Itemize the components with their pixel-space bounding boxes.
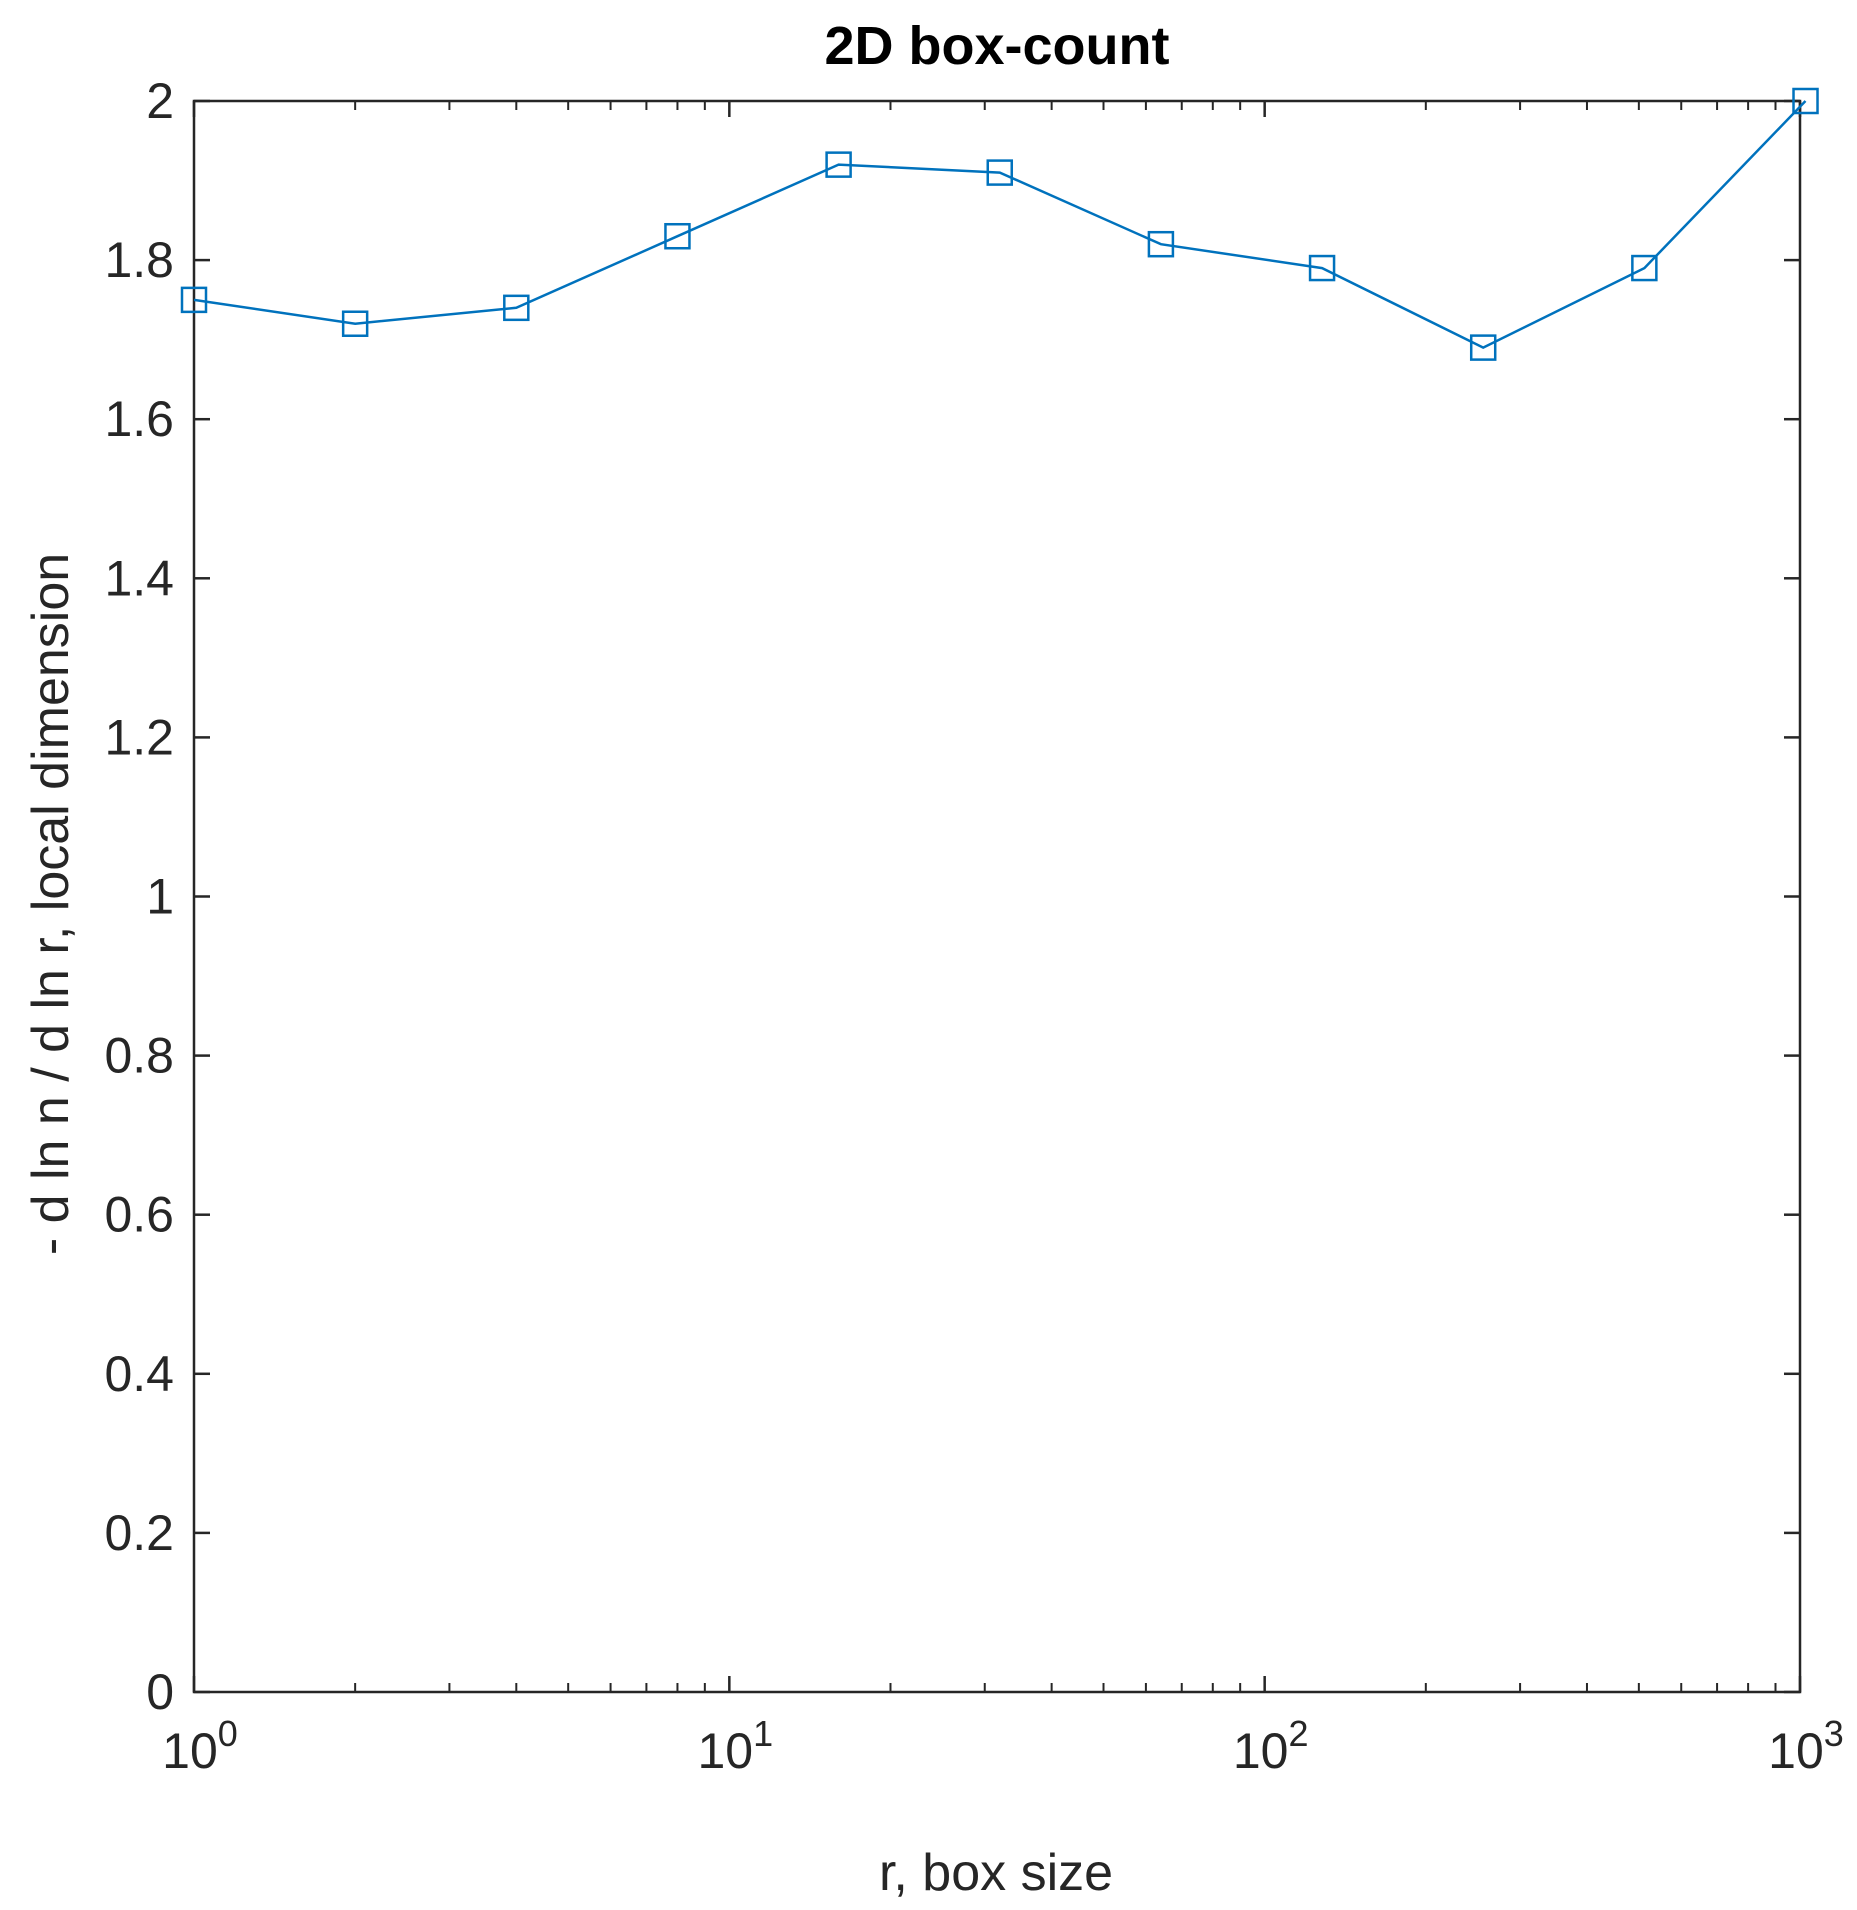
x-tick-label: 102 bbox=[1233, 1713, 1309, 1779]
data-point-marker bbox=[503, 294, 530, 322]
x-tick-label: 100 bbox=[162, 1713, 238, 1779]
data-point-marker bbox=[825, 151, 852, 178]
x-tick-label: 101 bbox=[698, 1713, 774, 1779]
y-tick-label: 1.8 bbox=[104, 232, 174, 288]
series bbox=[180, 87, 1819, 361]
x-axis-label: r, box size bbox=[879, 1844, 1113, 1902]
y-tick-label: 1.6 bbox=[104, 391, 174, 447]
x-tick-labels: 100 101 102 103 bbox=[162, 1713, 1844, 1779]
data-point-marker bbox=[986, 159, 1014, 186]
data-point-marker bbox=[1308, 254, 1336, 282]
plot-area-border bbox=[192, 99, 1802, 1694]
y-tick-label: 0 bbox=[146, 1664, 174, 1720]
y-tick-label: 0.8 bbox=[104, 1028, 174, 1084]
x-tick-label: 103 bbox=[1768, 1713, 1844, 1779]
data-point-marker bbox=[664, 222, 691, 250]
data-point-marker bbox=[1469, 334, 1497, 361]
chart-title: 2D box-count bbox=[825, 16, 1170, 76]
y-tick-label: 0.2 bbox=[104, 1505, 174, 1561]
tick-marks bbox=[192, 99, 1802, 1694]
data-point-marker bbox=[180, 286, 208, 314]
data-point-marker bbox=[1631, 254, 1658, 282]
y-tick-label: 1 bbox=[146, 869, 174, 925]
y-tick-label: 0.6 bbox=[104, 1187, 174, 1243]
y-tick-label: 1.4 bbox=[104, 550, 174, 606]
data-point-marker bbox=[1147, 230, 1175, 258]
data-point-marker bbox=[1792, 87, 1819, 115]
y-tick-label: 2 bbox=[146, 73, 174, 129]
axes bbox=[192, 99, 1802, 1694]
y-tick-label: 0.4 bbox=[104, 1346, 174, 1402]
data-point-marker bbox=[341, 310, 369, 337]
series-line bbox=[193, 100, 1807, 349]
y-tick-labels: 0 0.2 0.4 0.6 0.8 1 1.2 1.4 1.6 1.8 2 bbox=[104, 73, 174, 1720]
y-axis-label: - d ln n / d ln r, local dimension bbox=[22, 553, 80, 1255]
y-tick-label: 1.2 bbox=[104, 709, 174, 765]
